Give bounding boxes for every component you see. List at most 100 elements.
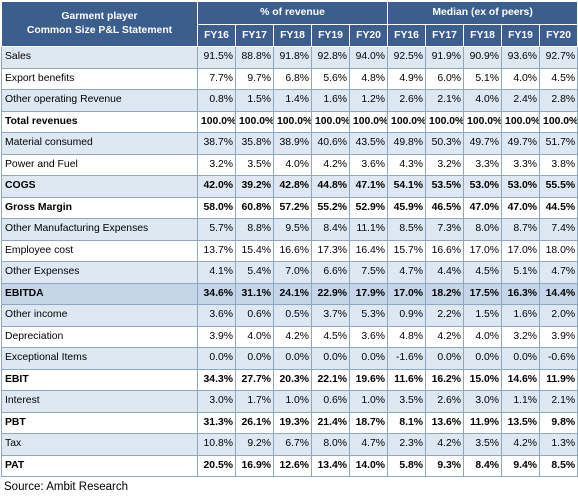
value-cell: 0.6% bbox=[311, 390, 350, 413]
value-cell: 2.4% bbox=[501, 89, 541, 112]
value-cell: 16.2% bbox=[425, 368, 465, 391]
year-header-right-0: FY16 bbox=[387, 24, 427, 47]
value-cell: 100.0% bbox=[463, 110, 503, 133]
value-cell: 24.1% bbox=[273, 282, 312, 305]
value-cell: 50.3% bbox=[425, 132, 465, 155]
value-cell: 49.8% bbox=[387, 132, 427, 155]
value-cell: 6.0% bbox=[425, 67, 465, 90]
value-cell: 4.2% bbox=[501, 433, 541, 456]
value-cell: 42.0% bbox=[197, 175, 236, 198]
row-label: EBIT bbox=[1, 368, 198, 391]
value-cell: 92.7% bbox=[539, 46, 578, 69]
value-cell: 3.6% bbox=[348, 153, 389, 176]
row-label: PBT bbox=[1, 411, 198, 434]
value-cell: 60.8% bbox=[235, 196, 274, 219]
value-cell: 31.1% bbox=[235, 282, 274, 305]
value-cell: 4.7% bbox=[387, 261, 427, 284]
value-cell: 0.0% bbox=[425, 347, 465, 370]
value-cell: 5.8% bbox=[387, 454, 427, 477]
value-cell: 8.0% bbox=[463, 218, 503, 241]
value-cell: 14.0% bbox=[348, 454, 389, 477]
table-row: EBITDA 34.6% 31.1% 24.1% 22.9% 17.9% 17.0% 18.2… bbox=[1, 282, 578, 305]
table-row: Other operating Revenue 0.8% 1.5% 1.4% 1.6% 1… bbox=[1, 89, 578, 112]
value-cell: 90.9% bbox=[463, 46, 503, 69]
table-row: Depreciation 3.9% 4.0% 4.2% 4.5% 3.6% 4.8% 4.2%… bbox=[1, 325, 578, 348]
value-cell: 0.0% bbox=[463, 347, 503, 370]
value-cell: 53.0% bbox=[463, 175, 503, 198]
value-cell: 31.3% bbox=[197, 411, 236, 434]
value-cell: 19.6% bbox=[348, 368, 389, 391]
source-note: Source: Ambit Research bbox=[4, 481, 129, 493]
row-label: Tax bbox=[1, 433, 198, 456]
value-cell: 0.0% bbox=[348, 347, 389, 370]
value-cell: 91.8% bbox=[273, 46, 312, 69]
value-cell: 4.2% bbox=[311, 153, 350, 176]
value-cell: 3.9% bbox=[197, 325, 236, 348]
pl-statement-table: Garment player Common Size P&L Statement… bbox=[1, 1, 578, 477]
value-cell: 91.9% bbox=[425, 46, 465, 69]
value-cell: 26.1% bbox=[235, 411, 274, 434]
value-cell: 52.9% bbox=[348, 196, 389, 219]
value-cell: 4.3% bbox=[387, 153, 427, 176]
value-cell: 4.7% bbox=[348, 433, 389, 456]
value-cell: 8.1% bbox=[387, 411, 427, 434]
year-header-right-2: FY18 bbox=[463, 24, 503, 47]
value-cell: 13.6% bbox=[425, 411, 465, 434]
value-cell: 100.0% bbox=[197, 110, 236, 133]
value-cell: 11.9% bbox=[539, 368, 578, 391]
value-cell: 4.0% bbox=[463, 325, 503, 348]
value-cell: 4.2% bbox=[273, 325, 312, 348]
value-cell: 88.8% bbox=[235, 46, 274, 69]
value-cell: 8.5% bbox=[387, 218, 427, 241]
value-cell: 7.0% bbox=[273, 261, 312, 284]
value-cell: 20.3% bbox=[273, 368, 312, 391]
value-cell: 13.5% bbox=[501, 411, 541, 434]
value-cell: 22.1% bbox=[311, 368, 350, 391]
value-cell: 0.9% bbox=[387, 304, 427, 327]
row-label: Other Expenses bbox=[1, 261, 198, 284]
row-label: Other operating Revenue bbox=[1, 89, 198, 112]
value-cell: 5.3% bbox=[348, 304, 389, 327]
value-cell: 2.2% bbox=[425, 304, 465, 327]
value-cell: 0.0% bbox=[197, 347, 236, 370]
value-cell: 9.2% bbox=[235, 433, 274, 456]
table-row: Tax 10.8% 9.2% 6.7% 8.0% 4.7% 2.3% 4.2% 3.5% 4.2%… bbox=[1, 433, 578, 456]
table-row: PBT 31.3% 26.1% 19.3% 21.4% 18.7% 8.1% 13.6% 11.… bbox=[1, 411, 578, 434]
value-cell: 9.3% bbox=[425, 454, 465, 477]
row-label: Other income bbox=[1, 304, 198, 327]
value-cell: 17.3% bbox=[311, 239, 350, 262]
value-cell: 34.3% bbox=[197, 368, 236, 391]
row-label: EBITDA bbox=[1, 282, 198, 305]
value-cell: 8.4% bbox=[311, 218, 350, 241]
row-label: Sales bbox=[1, 46, 198, 69]
table-row: Export benefits 7.7% 9.7% 6.8% 5.6% 4.8% 4.9% 6… bbox=[1, 67, 578, 90]
value-cell: 55.2% bbox=[311, 196, 350, 219]
value-cell: 14.4% bbox=[539, 282, 578, 305]
value-cell: 4.0% bbox=[463, 89, 503, 112]
row-label: Depreciation bbox=[1, 325, 198, 348]
year-header-right-1: FY17 bbox=[425, 24, 465, 47]
value-cell: 4.8% bbox=[348, 67, 389, 90]
value-cell: 7.4% bbox=[539, 218, 578, 241]
value-cell: 0.5% bbox=[273, 304, 312, 327]
value-cell: 2.6% bbox=[425, 390, 465, 413]
value-cell: 4.2% bbox=[425, 325, 465, 348]
value-cell: 9.8% bbox=[539, 411, 578, 434]
value-cell: 21.4% bbox=[311, 411, 350, 434]
value-cell: 92.5% bbox=[387, 46, 427, 69]
row-label: Gross Margin bbox=[1, 196, 198, 219]
value-cell: 15.7% bbox=[387, 239, 427, 262]
value-cell: 38.9% bbox=[273, 132, 312, 155]
value-cell: 10.8% bbox=[197, 433, 236, 456]
value-cell: 15.4% bbox=[235, 239, 274, 262]
value-cell: 11.1% bbox=[348, 218, 389, 241]
value-cell: 3.3% bbox=[463, 153, 503, 176]
value-cell: 4.2% bbox=[425, 433, 465, 456]
value-cell: 53.0% bbox=[501, 175, 541, 198]
value-cell: 5.6% bbox=[311, 67, 350, 90]
value-cell: 1.7% bbox=[235, 390, 274, 413]
value-cell: 11.6% bbox=[387, 368, 427, 391]
value-cell: 17.0% bbox=[501, 239, 541, 262]
value-cell: 7.3% bbox=[425, 218, 465, 241]
table-row: COGS 42.0% 39.2% 42.8% 44.8% 47.1% 54.1% 53.5% 5… bbox=[1, 175, 578, 198]
